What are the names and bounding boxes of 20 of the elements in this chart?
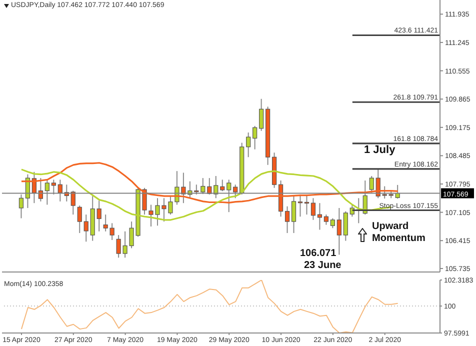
candlestick <box>96 200 102 232</box>
annotation: Upward Momentum <box>372 221 426 245</box>
candlestick <box>336 208 342 256</box>
candlestick <box>330 218 335 229</box>
candlestick <box>84 214 88 242</box>
candlestick <box>343 210 348 242</box>
candlestick <box>324 214 328 226</box>
candlestick <box>350 204 354 218</box>
candlestick <box>220 179 225 192</box>
candlestick <box>317 202 322 230</box>
candlestick <box>291 196 296 234</box>
annotation: 1 July <box>364 144 396 156</box>
annotation: 23 June <box>304 260 342 272</box>
candlestick <box>310 198 316 220</box>
candlestick <box>259 98 264 132</box>
candlestick <box>252 125 258 150</box>
candlestick <box>77 205 82 234</box>
annotation: 106.071 <box>300 248 336 260</box>
candlestick <box>284 206 290 234</box>
candlestick <box>246 132 251 158</box>
